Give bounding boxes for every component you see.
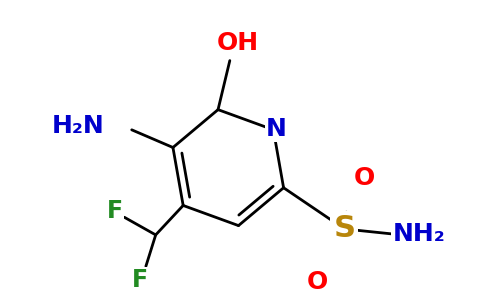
Text: O: O (353, 166, 375, 190)
Text: H₂N: H₂N (51, 114, 104, 138)
Text: OH: OH (217, 31, 259, 55)
Text: F: F (106, 200, 122, 224)
Text: S: S (333, 214, 355, 244)
Text: O: O (306, 270, 328, 294)
Text: NH₂: NH₂ (393, 222, 445, 246)
Text: F: F (132, 268, 148, 292)
Text: N: N (266, 117, 287, 141)
